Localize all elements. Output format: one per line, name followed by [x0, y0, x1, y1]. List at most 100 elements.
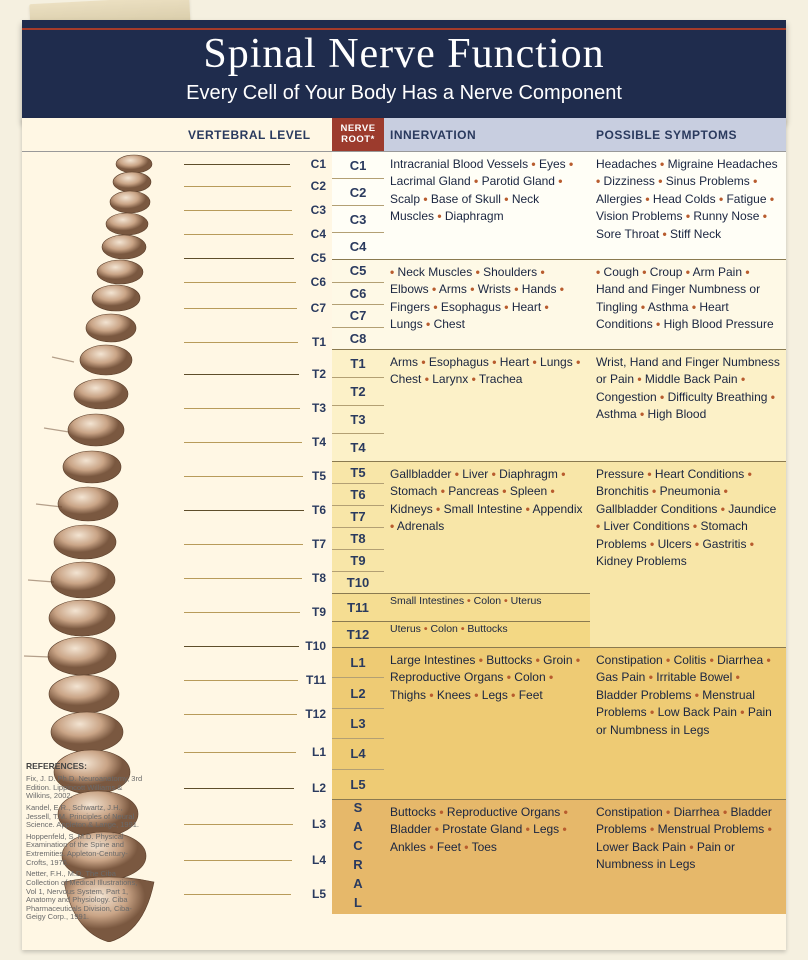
- nerve-root-label: T11: [332, 594, 384, 621]
- leader-line: [184, 714, 297, 715]
- nerve-root-label: T6: [332, 484, 384, 506]
- nerve-root-label: T12: [332, 622, 384, 647]
- vertebral-level-label: C6: [311, 275, 326, 289]
- symptoms-cell: Headaches • Migraine Headaches • Dizzine…: [590, 152, 786, 260]
- leader-line: [184, 342, 298, 343]
- col-nerve-root: NERVE ROOT* C1C2C3C4C5C6C7C8T1T2T3T4T5T6…: [332, 118, 384, 950]
- nerve-root-label: C5: [332, 260, 384, 283]
- innervation-cell: Arms • Esophagus • Heart • Lungs • Chest…: [384, 350, 590, 462]
- reference-item: Kandel, E.R., Schwartz, J.H., Jessell, T…: [26, 804, 146, 830]
- col-innervation: INNERVATION Intracranial Blood Vessels •…: [384, 118, 590, 950]
- nerve-root-label: T2: [332, 378, 384, 406]
- colhead-symp: POSSIBLE SYMPTOMS: [590, 118, 786, 152]
- nerve-root-label: C8: [332, 328, 384, 350]
- leader-line: [184, 646, 299, 647]
- innervation-cell: Small Intestines • Colon • Uterus: [384, 594, 590, 622]
- leader-line: [184, 788, 294, 789]
- col-symptoms: POSSIBLE SYMPTOMS Headaches • Migraine H…: [590, 118, 786, 950]
- vertebral-level-label: C4: [311, 227, 326, 241]
- innervation-cell: Large Intestines • Buttocks • Groin • Re…: [384, 648, 590, 800]
- leader-line: [184, 164, 290, 165]
- nerve-root-label: C2: [332, 179, 384, 206]
- leader-line: [184, 824, 293, 825]
- nerve-root-label: L5: [332, 770, 384, 799]
- leader-line: [184, 234, 293, 235]
- vertebral-level-label: L4: [312, 853, 326, 867]
- leader-line: [184, 308, 297, 309]
- leader-line: [184, 510, 304, 511]
- root-group: T11: [332, 594, 384, 622]
- leader-line: [184, 544, 303, 545]
- vertebral-level-label: T1: [312, 335, 326, 349]
- nerve-root-label: L2: [332, 678, 384, 708]
- nerve-root-label: C4: [332, 233, 384, 259]
- vertebral-level-label: T10: [305, 639, 326, 653]
- vertebral-level-label: T11: [306, 673, 326, 687]
- symptoms-cell: Wrist, Hand and Finger Numbness or Pain …: [590, 350, 786, 462]
- innervation-cell: Intracranial Blood Vessels • Eyes • Lacr…: [384, 152, 590, 260]
- root-group: L1L2L3L4L5: [332, 648, 384, 800]
- leader-line: [184, 680, 298, 681]
- leader-line: [184, 612, 300, 613]
- symptoms-cell: Constipation • Colitis • Diarrhea • Gas …: [590, 648, 786, 800]
- vertebral-level-label: T9: [312, 605, 326, 619]
- vertebral-level-label: T8: [312, 571, 326, 585]
- colhead-vlevel: VERTEBRAL LEVEL: [182, 118, 332, 152]
- root-group: C1C2C3C4: [332, 152, 384, 260]
- root-group: T5T6T7T8T9T10: [332, 462, 384, 594]
- reference-item: Hoppenfeld, S. M.D. Physical Examination…: [26, 833, 146, 868]
- reference-item: Netter, F.H., M.D. The Ciba Collection o…: [26, 870, 146, 922]
- root-group: T12: [332, 622, 384, 648]
- nerve-root-label: L1: [332, 648, 384, 678]
- innervation-cell: • Neck Muscles • Shoulders • Elbows • Ar…: [384, 260, 590, 350]
- vertebral-level-label: T7: [312, 537, 326, 551]
- nerve-root-label: T1: [332, 350, 384, 378]
- innervation-cell: Uterus • Colon • Buttocks: [384, 622, 590, 648]
- vertebral-level-label: C3: [311, 203, 326, 217]
- reference-item: Fix, J. D. Ph.D. Neuroanatomy, 3rd Editi…: [26, 775, 146, 801]
- vertebral-level-label: L2: [312, 781, 326, 795]
- vertebral-level-label: C2: [311, 179, 326, 193]
- nerve-root-label: C6: [332, 283, 384, 306]
- vertebral-level-label: T12: [305, 707, 326, 721]
- leader-line: [184, 374, 299, 375]
- root-group: C5C6C7C8: [332, 260, 384, 350]
- nerve-root-label: T3: [332, 406, 384, 434]
- symptoms-cell: Constipation • Diarrhea • Bladder Proble…: [590, 800, 786, 914]
- page-subtitle: Every Cell of Your Body Has a Nerve Comp…: [22, 82, 786, 105]
- chart-sheet: REFERENCES: Fix, J. D. Ph.D. Neuroanatom…: [22, 118, 786, 950]
- vertebral-level-label: L5: [312, 887, 326, 901]
- nerve-root-label: C7: [332, 305, 384, 328]
- leader-line: [184, 442, 302, 443]
- vertebral-level-label: T6: [312, 503, 326, 517]
- leader-line: [184, 282, 296, 283]
- nerve-root-label: T4: [332, 434, 384, 461]
- leader-line: [184, 860, 292, 861]
- nerve-root-label: T5: [332, 462, 384, 484]
- vertebral-level-label: T3: [312, 401, 326, 415]
- vertebral-level-label: T5: [312, 469, 326, 483]
- title-banner: Spinal Nerve Function Every Cell of Your…: [22, 20, 786, 121]
- leader-line: [184, 578, 302, 579]
- leader-line: [184, 752, 296, 753]
- references-heading: REFERENCES:: [26, 762, 146, 772]
- vertebral-level-label: C7: [311, 301, 326, 315]
- innervation-cell: Gallbladder • Liver • Diaphragm • Stomac…: [384, 462, 590, 594]
- root-group: T1T2T3T4: [332, 350, 384, 462]
- nerve-root-label: SACRAL: [332, 800, 384, 914]
- nerve-root-label: T8: [332, 528, 384, 550]
- nerve-root-label: C1: [332, 152, 384, 179]
- nerve-root-label: L4: [332, 739, 384, 769]
- nerve-root-label: T10: [332, 572, 384, 593]
- leader-line: [184, 894, 291, 895]
- vertebral-level-label: C1: [311, 157, 326, 171]
- vertebral-level-label: L3: [312, 817, 326, 831]
- vertebral-level-label: T4: [312, 435, 326, 449]
- root-group: SACRAL: [332, 800, 384, 914]
- leader-line: [184, 210, 292, 211]
- page-title: Spinal Nerve Function: [22, 30, 786, 78]
- leader-line: [184, 476, 303, 477]
- leader-line: [184, 408, 300, 409]
- vertebral-level-label: C5: [311, 251, 326, 265]
- nerve-root-label: L3: [332, 709, 384, 739]
